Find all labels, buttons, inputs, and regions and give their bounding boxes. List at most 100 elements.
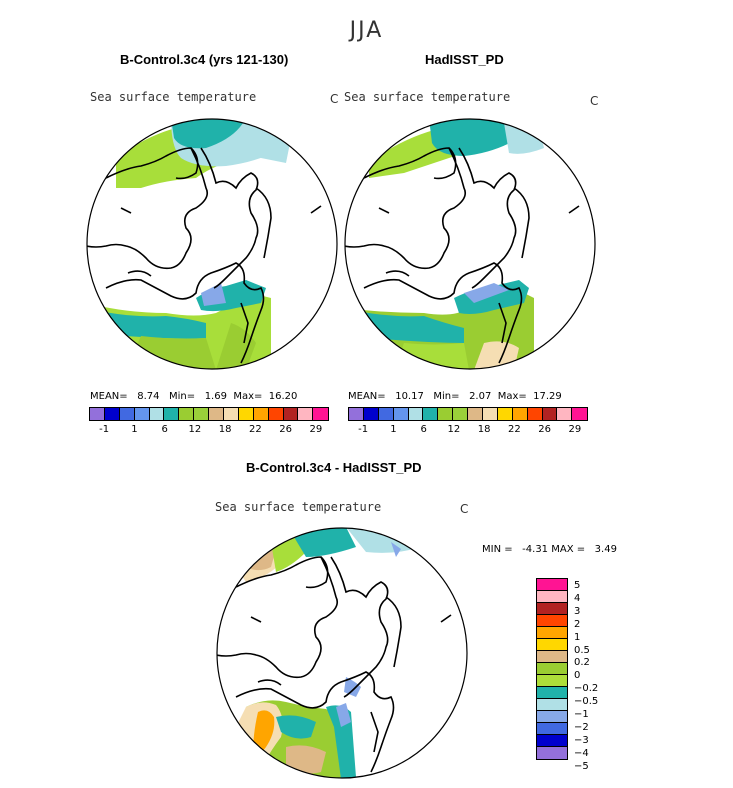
diff-colorbar-swatch	[537, 579, 567, 591]
diff-panel-title: B-Control.3c4 - HadISST_PD	[246, 460, 422, 475]
colorbar-swatch	[483, 408, 498, 420]
colorbar-tick-label: 1	[390, 424, 397, 435]
diff-colorbar-swatch	[537, 627, 567, 639]
diff-colorbar-label: 0.5	[574, 644, 590, 656]
colorbar-swatch	[253, 408, 269, 420]
colorbar-swatch	[542, 408, 558, 420]
colorbar-swatch	[572, 408, 588, 420]
colorbar-swatch	[527, 408, 543, 420]
panel-1-variable: Sea surface temperature	[90, 90, 257, 104]
colorbar-tick-label: 26	[538, 424, 551, 435]
colorbar-swatch	[194, 408, 210, 420]
coastlines	[87, 147, 322, 364]
diff-colorbar-swatch	[537, 711, 567, 723]
diff-colorbar-swatch	[537, 699, 567, 711]
diff-colorbar-label: 3	[574, 605, 581, 617]
diff-panel-map	[216, 527, 468, 779]
diff-colorbar-label: −5	[574, 760, 589, 772]
diff-panel-stats: MIN = -4.31 MAX = 3.49	[482, 544, 617, 555]
colorbar-tick-label: 22	[508, 424, 521, 435]
colorbar-swatch	[224, 408, 239, 420]
diff-colorbar	[536, 578, 568, 760]
diff-colorbar-swatch	[537, 747, 567, 759]
colorbar-swatch	[557, 408, 573, 420]
colorbar-swatch	[104, 408, 120, 420]
colorbar-swatch	[408, 408, 424, 420]
colorbar-swatch	[512, 408, 528, 420]
colorbar-swatch	[313, 408, 329, 420]
colorbar-swatch	[378, 408, 394, 420]
colorbar-swatch	[283, 408, 299, 420]
colorbar-tick-label: -1	[358, 424, 369, 435]
colorbar-tick-label: 18	[218, 424, 232, 435]
diff-colorbar-label: 0.2	[574, 657, 590, 669]
panel-1-title: B-Control.3c4 (yrs 121-130)	[120, 52, 289, 67]
colorbar-tick-label: 12	[447, 424, 461, 435]
diff-panel-units: C	[460, 502, 469, 516]
panel-1-stats: MEAN= 8.74 Min= 1.69 Max= 16.20	[90, 391, 298, 402]
panel-2-title: HadISST_PD	[425, 52, 504, 67]
diff-colorbar-label: −2	[574, 721, 589, 733]
colorbar-tick-label: 29	[568, 424, 582, 435]
panel-2-colorbar-ticks: -1 1 6 12 18 22 26 29	[348, 424, 590, 438]
diff-colorbar-label: 4	[574, 592, 581, 604]
colorbar-tick-label: 6	[161, 424, 168, 435]
colorbar-swatch	[453, 408, 469, 420]
diff-colorbar-label: −4	[574, 747, 589, 759]
colorbar-swatch	[238, 408, 254, 420]
colorbar-swatch	[438, 408, 454, 420]
colorbar-swatch	[468, 408, 484, 420]
colorbar-swatch	[363, 408, 379, 420]
diff-colorbar-label: 2	[574, 618, 581, 630]
diff-panel-variable: Sea surface temperature	[215, 500, 382, 514]
diff-colorbar-swatch	[537, 675, 567, 687]
diff-colorbar-label: 0	[574, 670, 581, 682]
diff-colorbar-label: 1	[574, 631, 581, 643]
colorbar-swatch	[149, 408, 165, 420]
colorbar-swatch	[393, 408, 409, 420]
colorbar-swatch	[119, 408, 135, 420]
diff-colorbar-swatch	[537, 723, 567, 735]
diff-colorbar-swatch	[537, 735, 567, 747]
panel-1-units: C	[330, 92, 339, 106]
panel-2-stats: MEAN= 10.17 Min= 2.07 Max= 17.29	[348, 391, 562, 402]
colorbar-swatch	[298, 408, 314, 420]
panel-2-map	[344, 118, 596, 370]
diff-colorbar-swatch	[537, 651, 567, 663]
diff-colorbar-swatch	[537, 591, 567, 603]
colorbar-tick-label: 29	[309, 424, 323, 435]
colorbar-tick-label: 12	[188, 424, 202, 435]
colorbar-swatch	[497, 408, 513, 420]
colorbar-swatch	[349, 408, 364, 420]
colorbar-tick-label: 18	[477, 424, 491, 435]
diff-colorbar-labels: 5 4 3 2 1 0.5 0.2 0 −0.2 −0.5 −1 −2 −3 −4 −5	[574, 580, 614, 772]
colorbar-tick-label: 6	[420, 424, 427, 435]
colorbar-tick-label: -1	[99, 424, 110, 435]
diff-colorbar-swatch	[537, 639, 567, 651]
colorbar-swatch	[268, 408, 284, 420]
diff-colorbar-swatch	[537, 663, 567, 675]
diff-colorbar-label: −1	[574, 709, 589, 720]
colorbar-swatch	[209, 408, 225, 420]
panel-1-map	[86, 118, 338, 370]
diff-colorbar-swatch	[537, 603, 567, 615]
colorbar-swatch	[179, 408, 195, 420]
diff-colorbar-swatch	[537, 615, 567, 627]
diff-colorbar-label: −3	[574, 734, 589, 746]
colorbar-swatch	[423, 408, 439, 420]
panel-1-colorbar-ticks: -1 1 6 12 18 22 26 29	[89, 424, 331, 438]
colorbar-swatch	[90, 408, 105, 420]
colorbar-tick-label: 22	[249, 424, 262, 435]
colorbar-tick-label: 26	[279, 424, 292, 435]
figure-title: JJA	[349, 18, 384, 43]
panel-2-units: C	[590, 94, 599, 108]
colorbar-swatch	[134, 408, 150, 420]
diff-colorbar-label: −0.5	[574, 696, 599, 708]
colorbar-tick-label: 1	[131, 424, 138, 435]
diff-colorbar-label: 5	[574, 580, 581, 591]
panel-2-colorbar	[348, 407, 589, 421]
colorbar-swatch	[164, 408, 180, 420]
diff-colorbar-swatch	[537, 687, 567, 699]
diff-colorbar-label: −0.2	[574, 683, 599, 695]
panel-1-colorbar	[89, 407, 330, 421]
